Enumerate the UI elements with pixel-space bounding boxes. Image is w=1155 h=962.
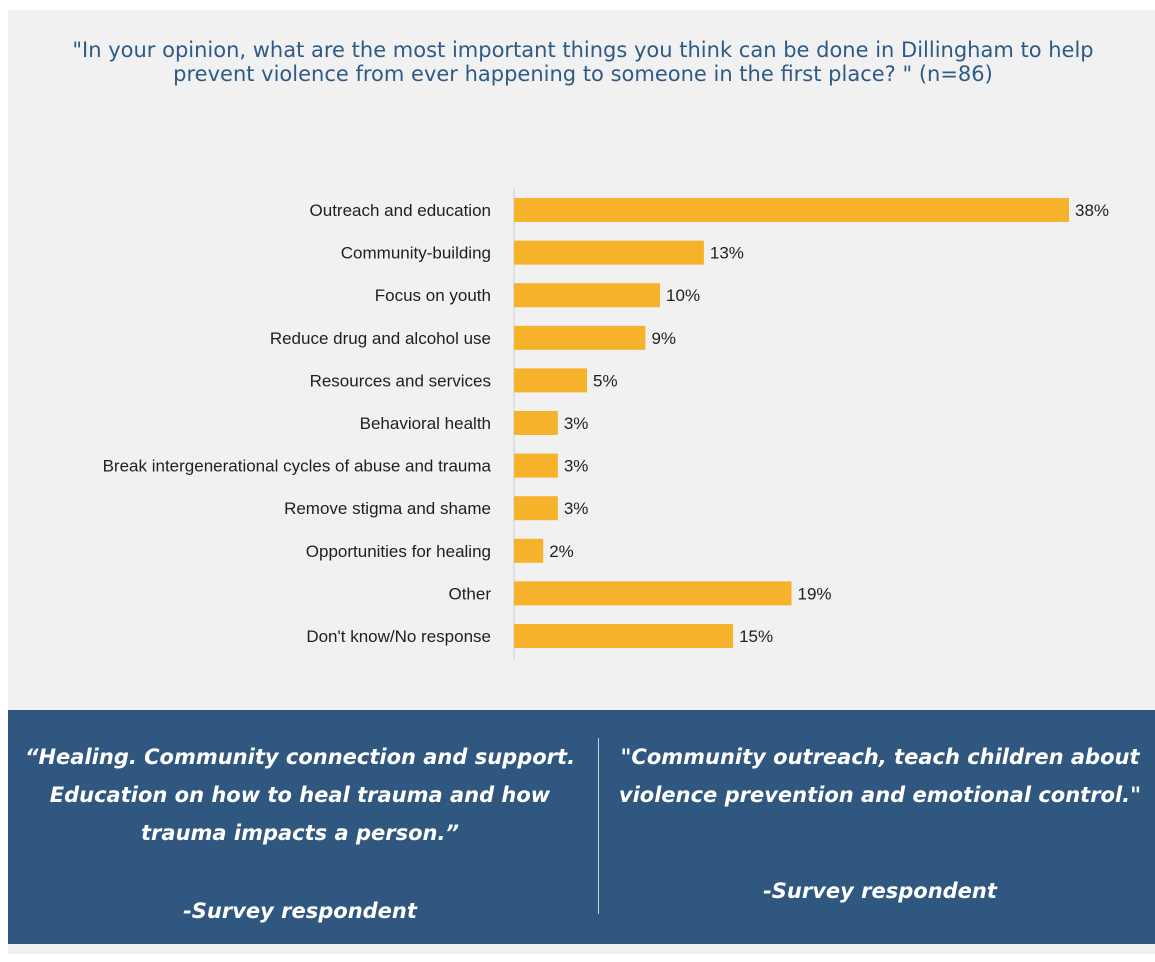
data-label: 15% [739, 627, 773, 646]
category-label: Remove stigma and shame [284, 499, 491, 518]
category-label: Opportunities for healing [306, 542, 491, 561]
category-label: Community-building [341, 244, 491, 263]
bar [514, 496, 558, 521]
quote-right-text: "Community outreach, teach children abou… [618, 745, 1142, 807]
category-label: Reduce drug and alcohol use [270, 329, 491, 348]
data-label: 2% [549, 542, 574, 561]
bar-chart: Outreach and education 38% Community-build… [103, 188, 1109, 660]
data-label: 13% [710, 244, 744, 263]
category-label: Other [448, 584, 491, 603]
data-label: 3% [564, 457, 589, 476]
bar [514, 240, 704, 265]
data-label: 3% [564, 499, 589, 518]
category-label: Behavioral health [360, 414, 491, 433]
quote-left-attribution: -Survey respondent [183, 899, 417, 923]
quote-right-attribution: -Survey respondent [763, 879, 997, 903]
bar [514, 198, 1069, 222]
quote-band: “Healing. Community connection and suppo… [8, 710, 1155, 944]
data-label: 5% [593, 371, 618, 390]
category-label: Resources and services [310, 371, 491, 390]
category-label: Break intergenerational cycles of abuse … [103, 457, 492, 476]
bar [514, 283, 661, 308]
quote-left: “Healing. Community connection and suppo… [18, 710, 582, 944]
bar [514, 453, 558, 478]
bar [514, 538, 544, 563]
data-label: 9% [651, 329, 676, 348]
bar [514, 368, 588, 393]
quote-right: "Community outreach, teach children abou… [608, 710, 1152, 944]
bar [514, 411, 558, 435]
category-label: Outreach and education [310, 201, 491, 220]
category-label: Focus on youth [375, 286, 491, 305]
data-label: 19% [798, 584, 832, 603]
category-label: Don't know/No response [306, 627, 491, 646]
data-label: 38% [1075, 201, 1109, 220]
bar [514, 325, 646, 350]
bar [514, 581, 792, 606]
data-label: 10% [666, 286, 700, 305]
chart-title: "In your opinion, what are the most impo… [72, 38, 1094, 86]
quote-left-text: “Healing. Community connection and suppo… [24, 745, 576, 845]
bar [514, 624, 734, 648]
quote-divider [598, 738, 599, 914]
data-label: 3% [564, 414, 589, 433]
